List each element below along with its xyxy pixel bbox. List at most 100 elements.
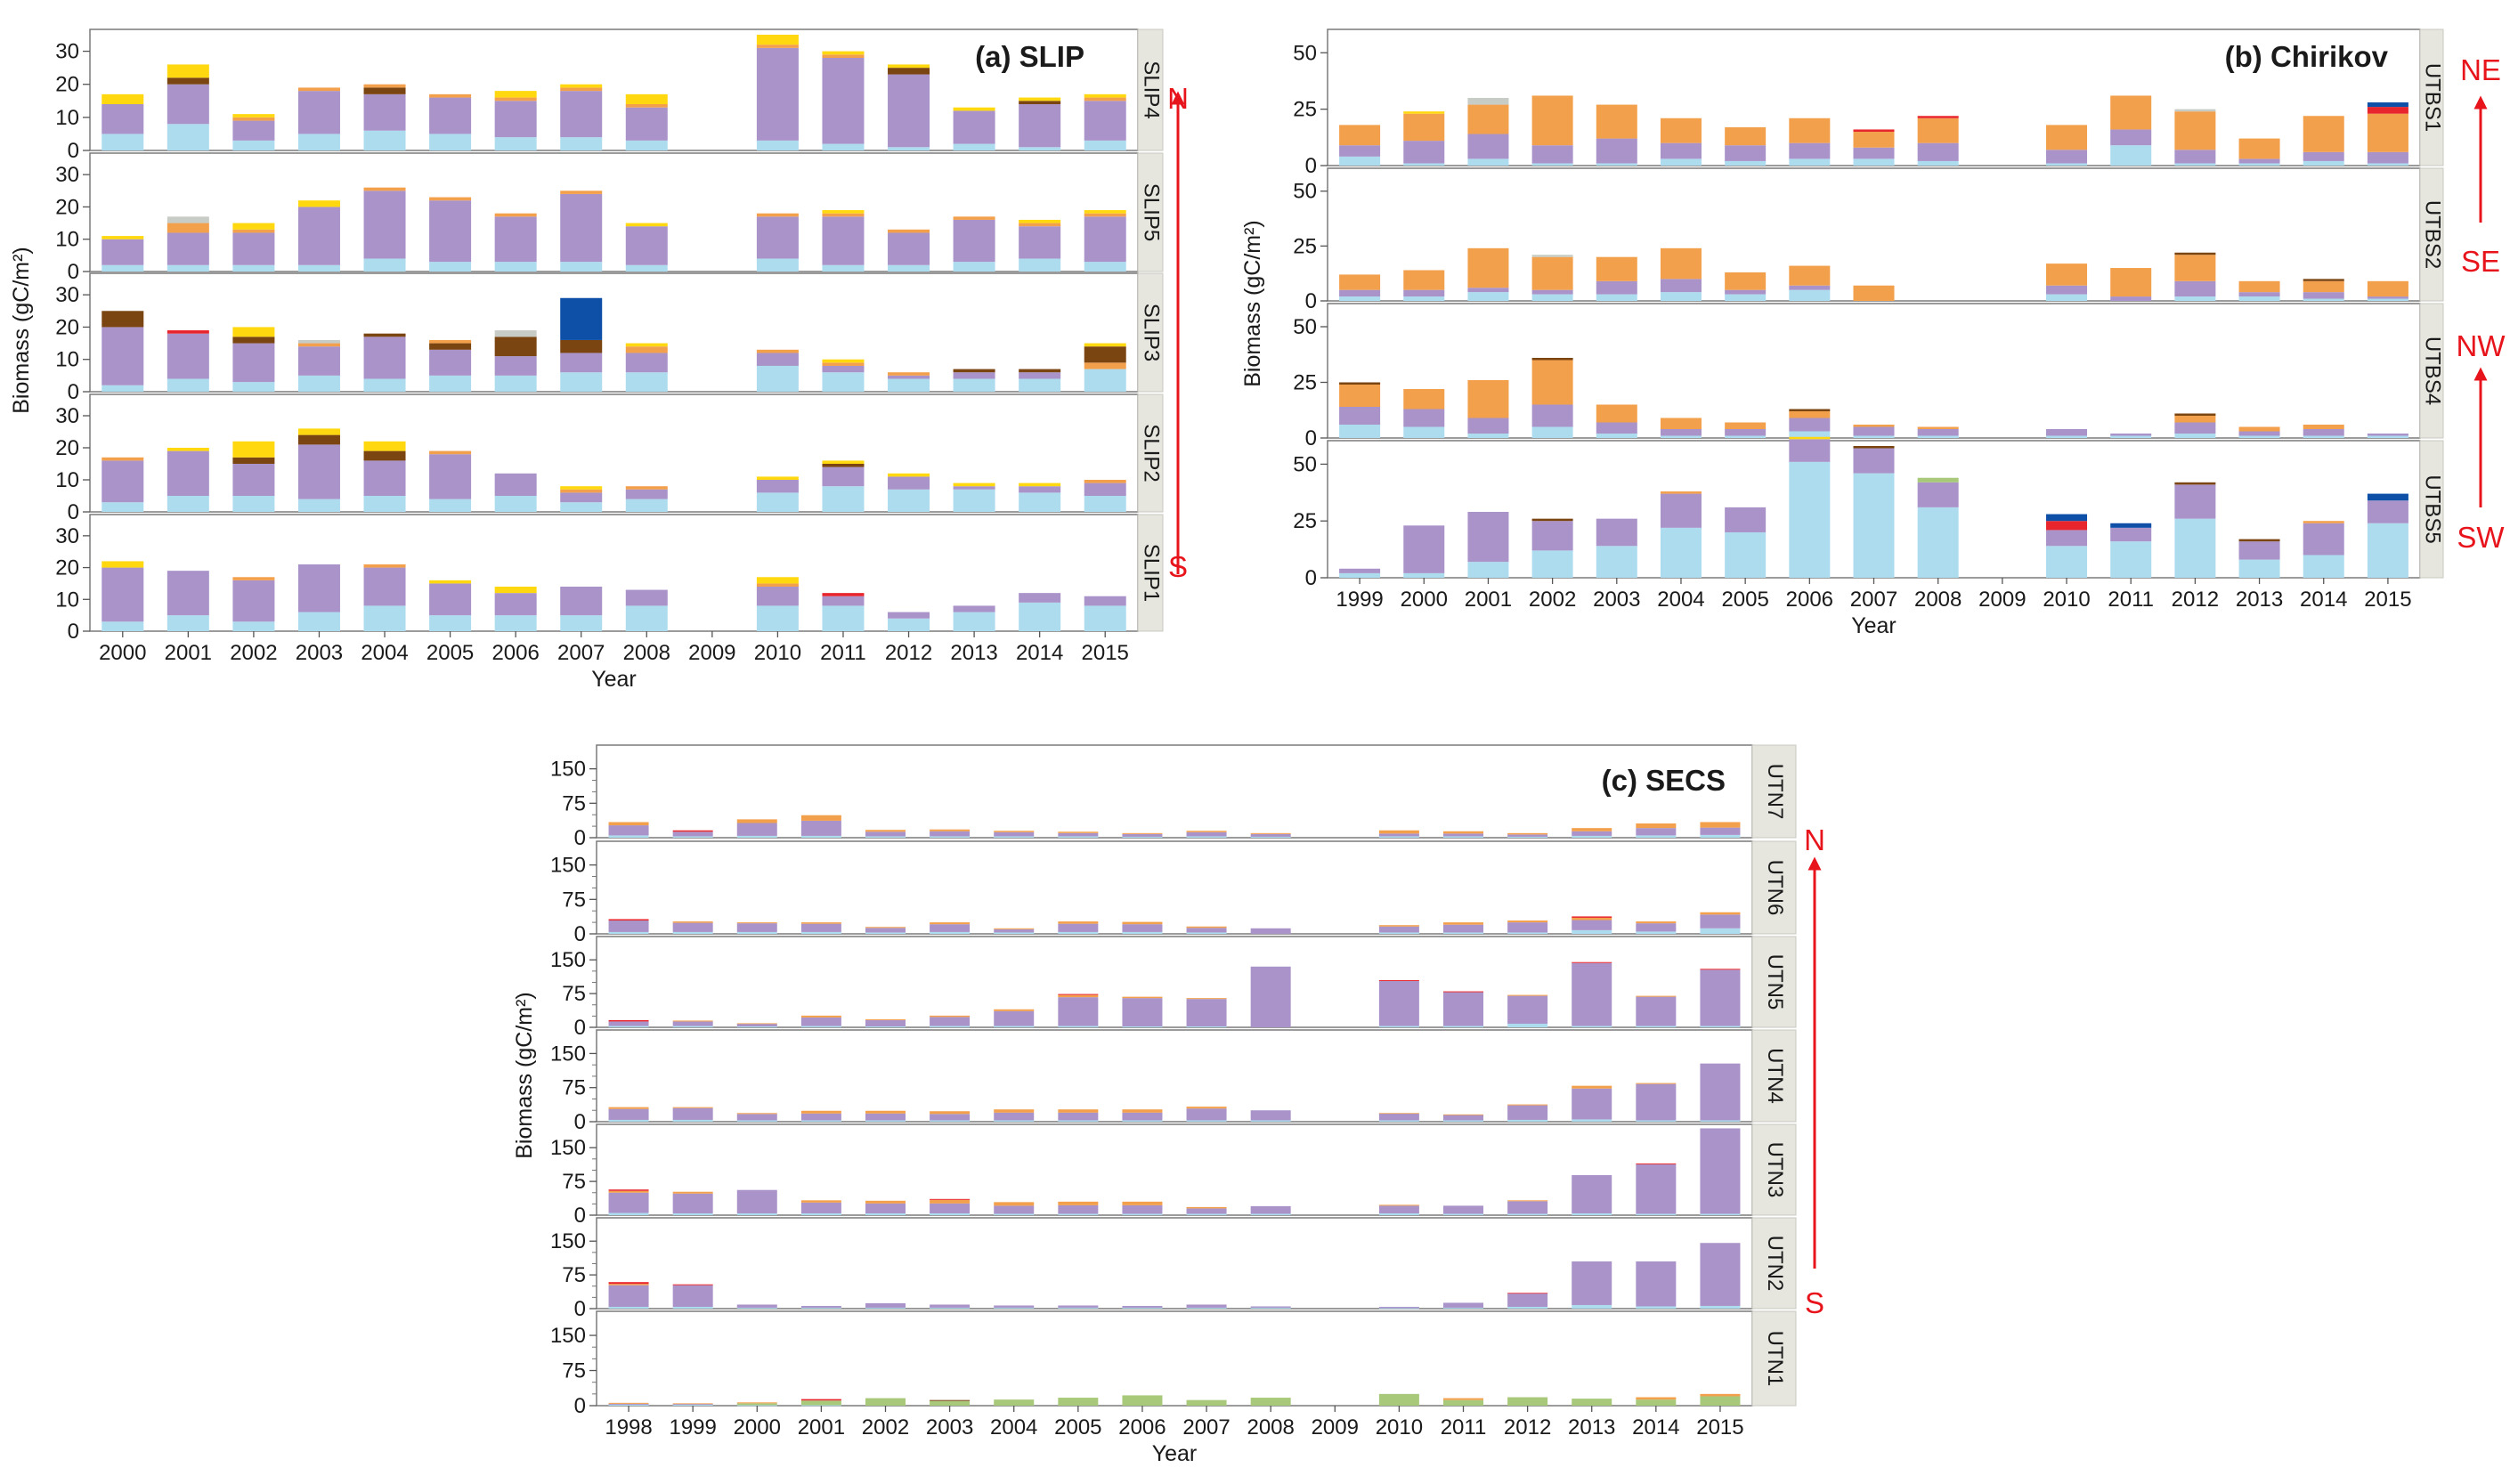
direction-label: S	[1168, 550, 1188, 583]
bar-segment	[1853, 158, 1895, 166]
bar-segment	[800, 931, 841, 934]
bar-segment	[625, 499, 668, 512]
bar-segment	[608, 919, 649, 921]
bar-segment	[2174, 296, 2216, 301]
x-tick-label: 2008	[1247, 1415, 1294, 1439]
bar-segment	[1507, 922, 1548, 933]
bar-segment	[953, 486, 995, 490]
panel-label: UTBS2	[2421, 200, 2445, 269]
x-tick-label: 2006	[1118, 1415, 1166, 1439]
bar-segment	[800, 922, 841, 924]
bar-segment	[865, 1307, 906, 1309]
x-tick-label: 2003	[926, 1415, 973, 1439]
x-tick-label: 2005	[426, 641, 474, 665]
bar-segment	[1725, 435, 1767, 438]
bar-segment	[888, 232, 930, 265]
bar-segment	[297, 346, 340, 376]
bar-segment	[756, 213, 799, 217]
bar-segment	[672, 1193, 713, 1213]
bar-segment	[930, 1199, 971, 1204]
bar-segment	[1596, 404, 1637, 423]
bar-segment	[1507, 836, 1548, 838]
bar-segment	[1058, 931, 1099, 934]
bar-segment	[167, 232, 209, 265]
bar-segment	[1443, 922, 1483, 925]
x-tick-label: 2002	[862, 1415, 909, 1439]
bar-segment	[1572, 1399, 1612, 1406]
bar-segment	[1700, 1128, 1741, 1214]
bar-segment	[1058, 1109, 1099, 1113]
bar-segment	[1725, 145, 1767, 161]
bar-segment	[429, 580, 472, 584]
x-tick-label: 2013	[2236, 588, 2283, 612]
bar-segment	[1403, 525, 1445, 573]
bar-segment	[1531, 289, 1573, 295]
panel-utn2: UTN2 0 75 150	[550, 1217, 1797, 1321]
direction-label: NE	[2460, 53, 2501, 86]
bar-segment	[297, 564, 340, 612]
bar-segment	[494, 337, 537, 357]
bar-segment	[232, 343, 275, 383]
x-tick-label: 2015	[2364, 588, 2411, 612]
bar-segment	[865, 836, 906, 838]
y-tick-label: 25	[1293, 234, 1317, 258]
bar-segment	[297, 375, 340, 392]
bar-segment	[1636, 1306, 1677, 1309]
bar-segment	[672, 1306, 713, 1309]
x-tick-label: 2015	[1082, 641, 1129, 665]
bar-segment	[1789, 436, 1831, 440]
bar-segment	[1531, 521, 1573, 551]
bar-segment	[1019, 101, 1061, 104]
x-tick-label: 1999	[1336, 588, 1383, 612]
panel-strip	[1751, 840, 1797, 935]
bar-segment	[1058, 1026, 1099, 1027]
bar-segment	[1122, 833, 1163, 837]
bar-segment	[625, 353, 668, 373]
bar-segment	[930, 1111, 971, 1115]
x-tick-label: 2001	[165, 641, 212, 665]
bar-segment	[1378, 932, 1419, 934]
bar-segment	[625, 264, 668, 272]
bar-segment	[1700, 822, 1741, 828]
bar-segment	[1378, 836, 1419, 838]
bar-segment	[1789, 265, 1831, 286]
bar-segment	[1531, 360, 1573, 405]
bar-segment	[297, 499, 340, 512]
bar-segment	[2174, 422, 2216, 434]
bar-segment	[1058, 994, 1099, 998]
bar-segment	[1725, 126, 1767, 146]
bar-segment	[494, 101, 537, 138]
bar-segment	[560, 297, 603, 340]
bar-segment	[1443, 836, 1483, 838]
bar-segment	[625, 489, 668, 499]
bar-segment	[1572, 831, 1612, 836]
bar-segment	[930, 1400, 971, 1406]
direction-label: S	[1805, 1286, 1824, 1319]
y-tick-label: 0	[1305, 289, 1317, 313]
bar-segment	[756, 45, 799, 48]
bar-segment	[494, 213, 537, 217]
bar-segment	[736, 1189, 777, 1213]
bar-segment	[736, 931, 777, 934]
bar-segment	[672, 1026, 713, 1027]
bar-segment	[2238, 292, 2280, 297]
x-tick-label: 2012	[1504, 1415, 1551, 1439]
bar-segment	[297, 434, 340, 445]
bar-segment	[1122, 1204, 1163, 1214]
bar-segment	[167, 448, 209, 451]
bar-segment	[1700, 912, 1741, 915]
bar-segment	[2238, 431, 2280, 436]
bar-segment	[560, 502, 603, 512]
bar-segment	[736, 923, 777, 932]
bar-segment	[625, 104, 668, 108]
bar-segment	[1700, 1243, 1741, 1306]
bar-segment	[888, 74, 930, 148]
bar-segment	[1596, 256, 1637, 281]
bar-segment	[865, 1203, 906, 1213]
bar-segment	[1572, 962, 1612, 1026]
bar-segment	[1019, 104, 1061, 148]
bar-segment	[1122, 1109, 1163, 1113]
bar-segment	[1122, 1307, 1163, 1309]
direction-label: N	[1804, 823, 1825, 856]
bar-segment	[1507, 1023, 1548, 1027]
